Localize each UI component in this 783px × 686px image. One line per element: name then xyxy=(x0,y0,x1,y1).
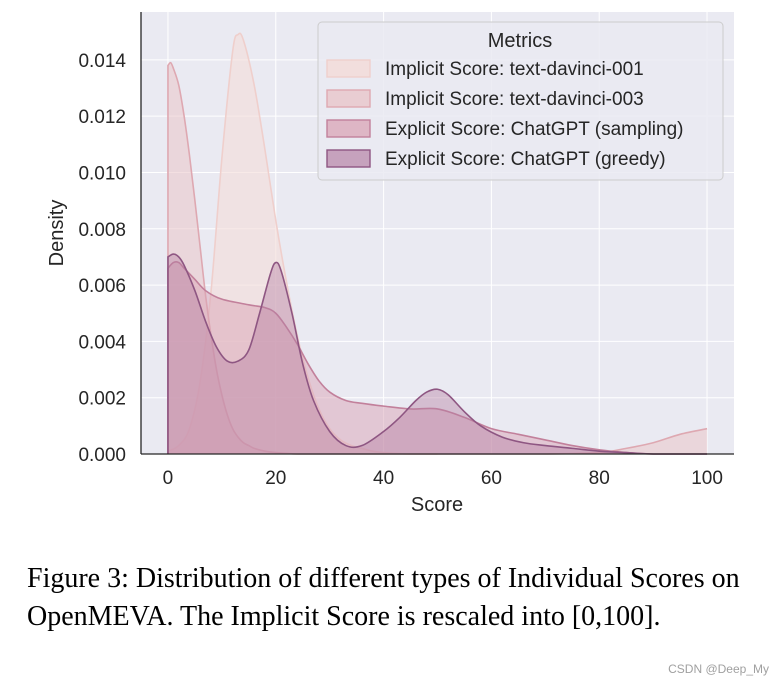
series-line-4 xyxy=(167,253,708,455)
y-tick-label: 0.014 xyxy=(78,51,126,72)
y-tick-label: 0.004 xyxy=(78,332,126,353)
x-tick-label: 0 xyxy=(163,468,174,489)
legend-label: Implicit Score: text-davinci-001 xyxy=(385,59,644,80)
y-tick-label: 0.008 xyxy=(78,220,126,241)
legend-swatch xyxy=(326,59,371,78)
x-tick-label: 60 xyxy=(481,468,502,489)
legend-items: Implicit Score: text-davinci-001 Implicit… xyxy=(326,59,683,170)
y-tick-labels: 0.000 0.002 0.004 0.006 0.008 0.010 0.012 0.014 xyxy=(78,51,126,466)
legend-swatch xyxy=(326,89,371,108)
legend-swatch xyxy=(326,119,371,138)
y-tick-label: 0.010 xyxy=(78,163,126,184)
y-tick-label: 0.012 xyxy=(78,107,126,128)
series-line-3 xyxy=(167,261,708,455)
series-area-3 xyxy=(167,261,708,454)
legend-label: Explicit Score: ChatGPT (sampling) xyxy=(385,119,683,140)
x-tick-label: 20 xyxy=(265,468,286,489)
x-tick-label: 40 xyxy=(373,468,394,489)
watermark: CSDN @Deep_My xyxy=(668,662,769,676)
y-tick-label: 0.006 xyxy=(78,276,126,297)
legend-title: Metrics xyxy=(488,30,552,52)
legend-label: Implicit Score: text-davinci-003 xyxy=(385,89,644,110)
legend-label: Explicit Score: ChatGPT (greedy) xyxy=(385,149,666,170)
legend: Metrics Implicit Score: text-davinci-001… xyxy=(317,21,724,181)
x-axis-label: Score xyxy=(411,494,463,516)
x-tick-labels: 0 20 40 60 80 100 xyxy=(163,468,723,489)
y-tick-label: 0.002 xyxy=(78,389,126,410)
series-layer xyxy=(167,32,708,455)
y-tick-label: 0.000 xyxy=(78,445,126,466)
legend-box xyxy=(317,21,724,181)
density-chart: 0 20 40 60 80 100 0.0000.0020.0040.0060.0080.… xyxy=(46,12,734,516)
series-area-4 xyxy=(167,254,708,454)
y-axis-label: Density xyxy=(46,200,68,267)
figure-caption: Figure 3: Distribution of different type… xyxy=(27,563,740,632)
legend-swatch xyxy=(326,149,371,168)
x-tick-label: 80 xyxy=(589,468,610,489)
x-tick-label: 100 xyxy=(691,468,723,489)
